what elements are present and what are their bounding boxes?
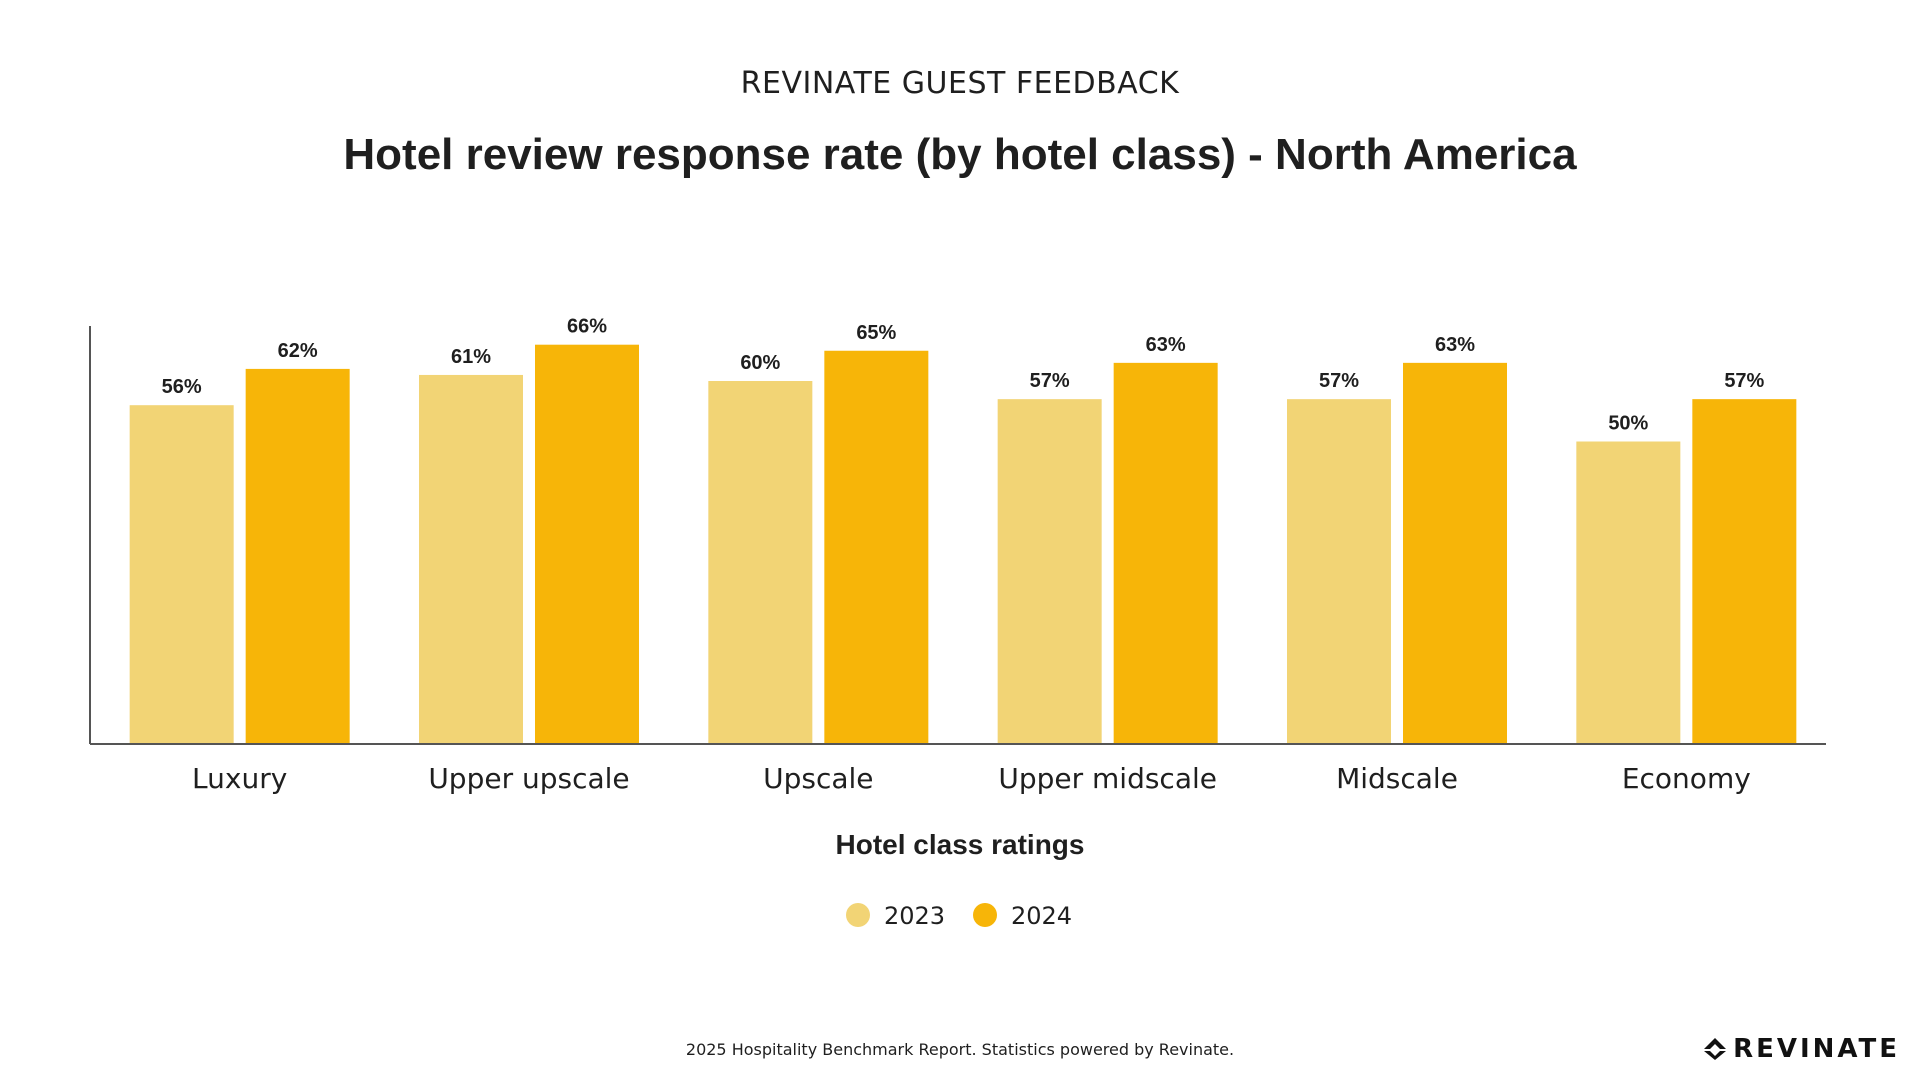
chart-supertitle: REVINATE GUEST FEEDBACK — [740, 66, 1180, 101]
value-label-2023-upscale: 60% — [740, 352, 780, 374]
x-tick-label-upscale: Upscale — [763, 762, 873, 795]
bar-2023-luxury — [129, 405, 234, 744]
footer-source: 2025 Hospitality Benchmark Report. Stati… — [685, 1040, 1235, 1059]
value-label-2023-upper-upscale: 61% — [451, 346, 491, 368]
legend-swatch-2023 — [846, 903, 870, 927]
bar-2024-upper-upscale — [535, 344, 639, 744]
x-axis-label: Hotel class ratings — [836, 829, 1085, 860]
value-label-2023-economy: 50% — [1608, 413, 1648, 435]
value-label-2023-upper-midscale: 57% — [1030, 370, 1070, 392]
x-tick-label-luxury: Luxury — [192, 762, 287, 795]
revinate-logo-text: REVINATE — [1733, 1034, 1900, 1064]
legend-label-2024: 2024 — [1011, 902, 1072, 930]
bar-2023-economy — [1576, 441, 1681, 744]
bar-2024-luxury — [245, 368, 350, 744]
bar-2024-upper-midscale — [1113, 362, 1218, 744]
bars-layer — [129, 344, 1797, 744]
value-label-2023-midscale: 57% — [1319, 370, 1359, 392]
bar-2024-economy — [1692, 399, 1797, 744]
value-labels-layer: 56% 62% 61% 66% 60% 65% 57% 63% 57% 63% 50% 57% — [162, 316, 1765, 435]
bar-2024-upscale — [824, 350, 929, 744]
x-tick-label-economy: Economy — [1622, 762, 1751, 795]
value-label-2023-luxury: 56% — [162, 376, 202, 398]
x-tick-label-upper-upscale: Upper upscale — [428, 762, 629, 795]
value-label-2024-luxury: 62% — [278, 340, 318, 362]
x-tick-label-midscale: Midscale — [1336, 762, 1458, 795]
bar-2023-upper-midscale — [997, 399, 1102, 744]
value-label-2024-upscale: 65% — [856, 322, 896, 344]
revinate-logo-mark-icon — [1704, 1038, 1727, 1060]
bar-2023-upscale — [708, 381, 813, 744]
bar-2023-upper-upscale — [419, 374, 523, 744]
tick-labels-layer: Luxury Upper upscale Upscale Upper midscale… — [192, 762, 1751, 795]
value-label-2024-upper-upscale: 66% — [567, 316, 607, 338]
x-tick-label-upper-midscale: Upper midscale — [998, 762, 1217, 795]
bar-2024-midscale — [1403, 362, 1507, 744]
revinate-logo: REVINATE — [1703, 1034, 1900, 1064]
legend: 2023 2024 — [846, 902, 1072, 930]
bar-2023-midscale — [1287, 399, 1391, 744]
legend-swatch-2024 — [973, 903, 997, 927]
value-label-2024-upper-midscale: 63% — [1146, 334, 1186, 356]
value-label-2024-economy: 57% — [1724, 370, 1764, 392]
value-label-2024-midscale: 63% — [1435, 334, 1475, 356]
legend-label-2023: 2023 — [884, 902, 945, 930]
chart-title: Hotel review response rate (by hotel cla… — [343, 130, 1577, 179]
